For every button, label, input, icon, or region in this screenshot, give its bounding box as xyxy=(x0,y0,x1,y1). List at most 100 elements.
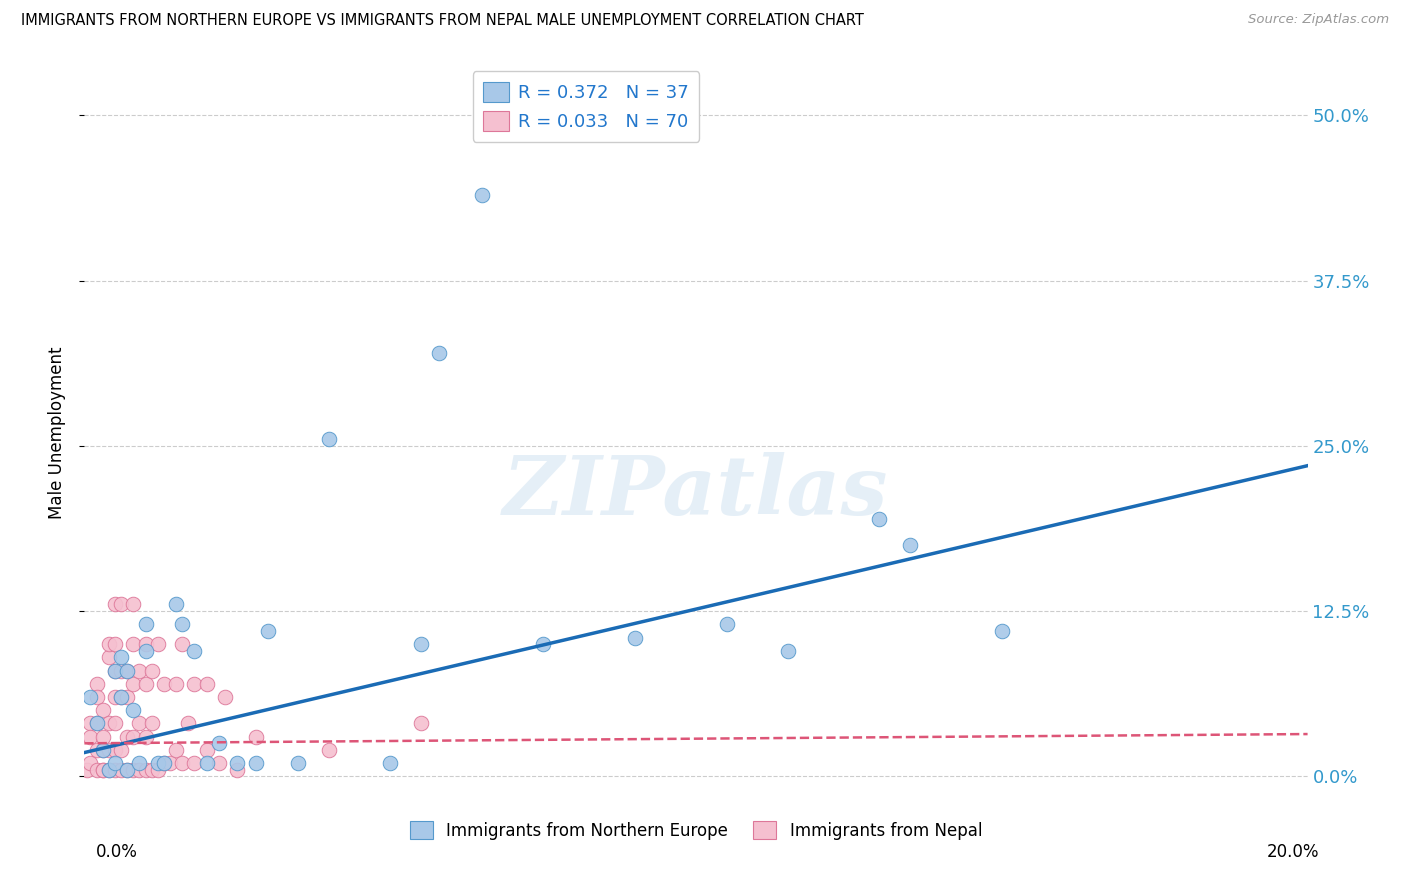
Point xyxy=(287,756,309,771)
Y-axis label: Male Unemployment: Male Unemployment xyxy=(48,346,66,519)
Point xyxy=(86,743,108,757)
Point xyxy=(91,703,114,717)
Point xyxy=(104,716,127,731)
Point xyxy=(141,664,163,678)
Point xyxy=(146,756,169,771)
Point xyxy=(165,743,187,757)
Point xyxy=(624,631,647,645)
Point xyxy=(471,187,494,202)
Point xyxy=(122,637,145,651)
Point xyxy=(427,346,450,360)
Point xyxy=(91,763,114,777)
Point xyxy=(257,624,280,638)
Point xyxy=(245,730,267,744)
Point xyxy=(86,763,108,777)
Point xyxy=(110,664,132,678)
Point xyxy=(226,763,249,777)
Point xyxy=(104,664,127,678)
Point xyxy=(380,756,402,771)
Point xyxy=(159,756,181,771)
Text: Source: ZipAtlas.com: Source: ZipAtlas.com xyxy=(1249,13,1389,27)
Point xyxy=(97,650,120,665)
Point xyxy=(128,763,150,777)
Point xyxy=(135,730,157,744)
Point xyxy=(177,716,200,731)
Point xyxy=(531,637,554,651)
Point xyxy=(208,756,231,771)
Point xyxy=(135,637,157,651)
Point xyxy=(172,617,194,632)
Point xyxy=(135,763,157,777)
Point xyxy=(110,650,132,665)
Point xyxy=(104,664,127,678)
Point xyxy=(86,716,108,731)
Point xyxy=(172,637,194,651)
Point xyxy=(245,756,267,771)
Point xyxy=(86,690,108,704)
Point xyxy=(115,763,138,777)
Point xyxy=(91,730,114,744)
Point xyxy=(97,763,120,777)
Point xyxy=(97,743,120,757)
Point xyxy=(110,763,132,777)
Text: IMMIGRANTS FROM NORTHERN EUROPE VS IMMIGRANTS FROM NEPAL MALE UNEMPLOYMENT CORRE: IMMIGRANTS FROM NORTHERN EUROPE VS IMMIG… xyxy=(21,13,863,29)
Point xyxy=(318,432,340,446)
Point xyxy=(122,703,145,717)
Point xyxy=(214,690,236,704)
Text: ZIPatlas: ZIPatlas xyxy=(503,452,889,532)
Point xyxy=(115,763,138,777)
Point xyxy=(122,677,145,691)
Point xyxy=(104,637,127,651)
Point xyxy=(104,756,127,771)
Point xyxy=(76,763,98,777)
Point xyxy=(128,716,150,731)
Point xyxy=(183,677,205,691)
Point xyxy=(128,664,150,678)
Point xyxy=(122,763,145,777)
Point xyxy=(135,617,157,632)
Point xyxy=(97,763,120,777)
Point xyxy=(141,763,163,777)
Point xyxy=(110,743,132,757)
Point xyxy=(141,716,163,731)
Point xyxy=(146,763,169,777)
Point xyxy=(122,598,145,612)
Point xyxy=(104,690,127,704)
Point xyxy=(135,644,157,658)
Point xyxy=(110,690,132,704)
Text: 20.0%: 20.0% xyxy=(1267,843,1319,861)
Point xyxy=(97,716,120,731)
Point xyxy=(91,763,114,777)
Point xyxy=(153,756,176,771)
Point xyxy=(991,624,1014,638)
Point xyxy=(79,716,101,731)
Point xyxy=(195,677,218,691)
Point xyxy=(226,756,249,771)
Point xyxy=(172,756,194,771)
Point xyxy=(91,743,114,757)
Point xyxy=(97,637,120,651)
Point xyxy=(183,644,205,658)
Point xyxy=(122,730,145,744)
Point xyxy=(776,644,799,658)
Point xyxy=(115,690,138,704)
Point xyxy=(409,637,432,651)
Point xyxy=(183,756,205,771)
Point xyxy=(208,736,231,750)
Point xyxy=(79,690,101,704)
Point xyxy=(128,756,150,771)
Point xyxy=(165,677,187,691)
Point xyxy=(91,743,114,757)
Point xyxy=(115,664,138,678)
Point xyxy=(79,756,101,771)
Point xyxy=(104,598,127,612)
Point xyxy=(153,756,176,771)
Point xyxy=(104,743,127,757)
Point xyxy=(153,677,176,691)
Point xyxy=(716,617,738,632)
Point xyxy=(195,756,218,771)
Point xyxy=(104,763,127,777)
Point xyxy=(110,598,132,612)
Point xyxy=(135,677,157,691)
Point xyxy=(869,511,891,525)
